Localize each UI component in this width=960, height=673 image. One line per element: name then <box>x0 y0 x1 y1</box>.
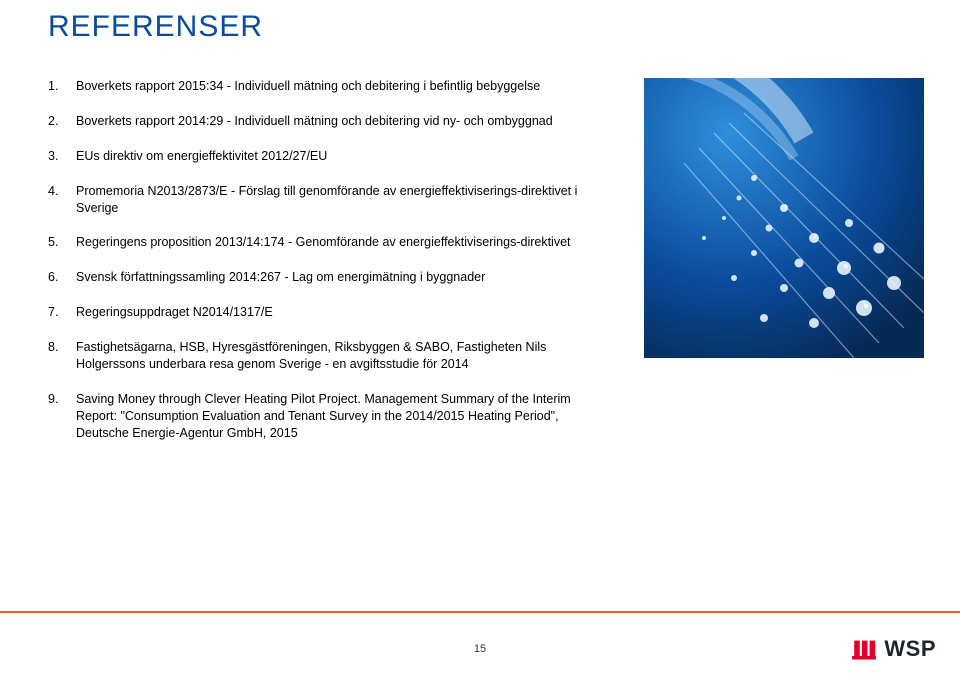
reference-text: EUs direktiv om energieffektivitet 2012/… <box>76 149 327 163</box>
water-drops-icon <box>644 78 924 358</box>
reference-item: Fastighetsägarna, HSB, Hyresgästförening… <box>48 339 588 373</box>
reference-text: Boverkets rapport 2014:29 - Individuell … <box>76 114 553 128</box>
page-number-text: 15 <box>474 643 486 655</box>
reference-text: Saving Money through Clever Heating Pilo… <box>76 392 571 440</box>
reference-text: Promemoria N2013/2873/E - Förslag till g… <box>76 184 577 215</box>
reference-item: Promemoria N2013/2873/E - Förslag till g… <box>48 183 588 217</box>
references-ol: Boverkets rapport 2015:34 - Individuell … <box>48 78 588 441</box>
page-number: 15 <box>474 643 486 655</box>
reference-item: EUs direktiv om energieffektivitet 2012/… <box>48 148 588 165</box>
references-list: Boverkets rapport 2015:34 - Individuell … <box>48 78 588 459</box>
decorative-image <box>644 78 924 358</box>
reference-item: Regeringsuppdraget N2014/1317/E <box>48 304 588 321</box>
reference-item: Regeringens proposition 2013/14:174 - Ge… <box>48 234 588 251</box>
wsp-logo-mark-icon <box>850 635 878 663</box>
reference-item: Svensk författningssamling 2014:267 - La… <box>48 269 588 286</box>
reference-text: Svensk författningssamling 2014:267 - La… <box>76 270 485 284</box>
page-title: REFERENSER <box>48 10 263 44</box>
reference-text: Regeringens proposition 2013/14:174 - Ge… <box>76 235 571 249</box>
reference-text: Regeringsuppdraget N2014/1317/E <box>76 305 273 319</box>
page-title-text: REFERENSER <box>48 10 263 43</box>
reference-text: Fastighetsägarna, HSB, Hyresgästförening… <box>76 340 546 371</box>
reference-item: Boverkets rapport 2015:34 - Individuell … <box>48 78 588 95</box>
wsp-logo: WSP <box>850 635 936 663</box>
reference-item: Saving Money through Clever Heating Pilo… <box>48 391 588 442</box>
reference-item: Boverkets rapport 2014:29 - Individuell … <box>48 113 588 130</box>
footer-rule <box>0 611 960 613</box>
reference-text: Boverkets rapport 2015:34 - Individuell … <box>76 79 540 93</box>
wsp-logo-text: WSP <box>884 636 936 662</box>
